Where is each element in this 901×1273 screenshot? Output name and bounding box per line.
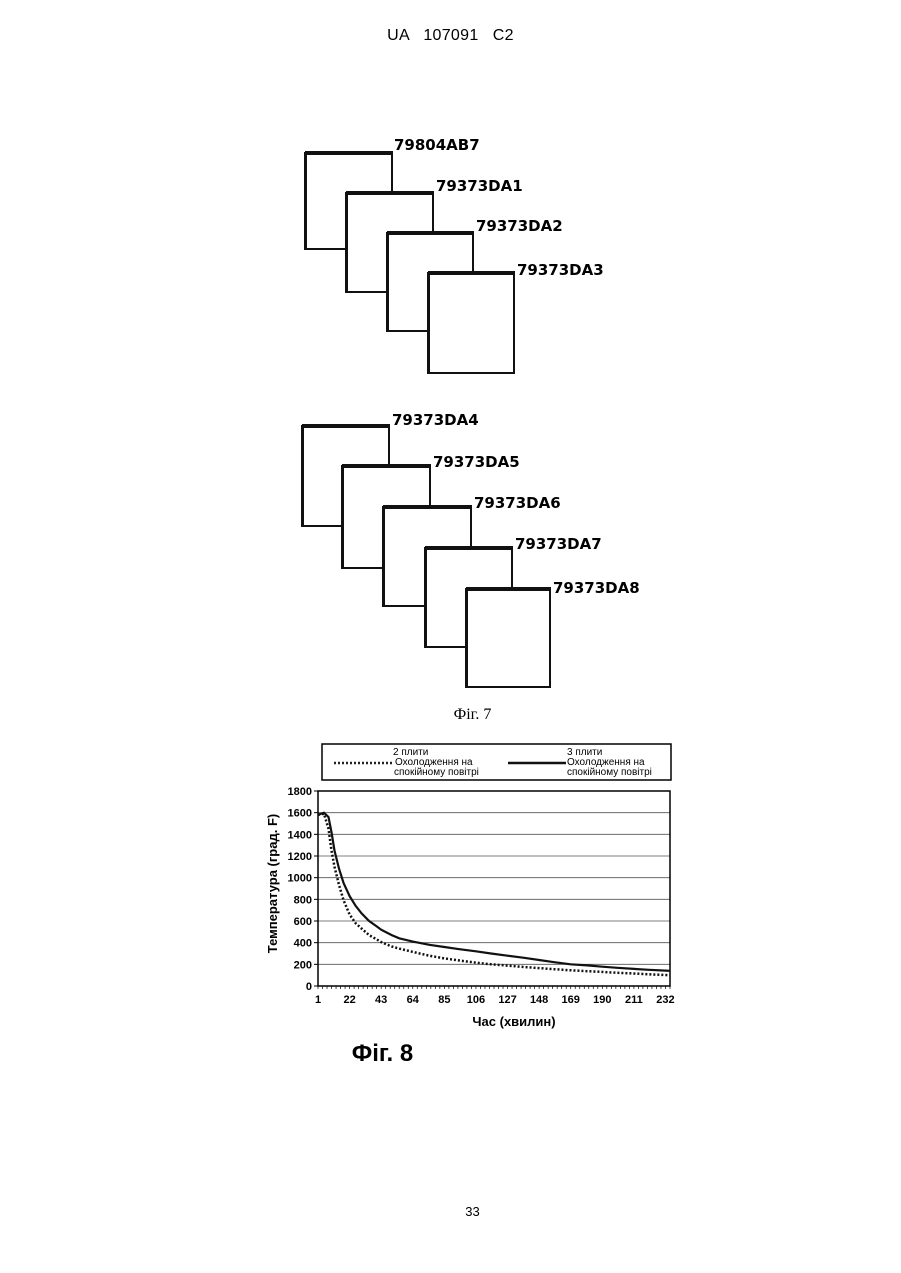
card-top-edge (466, 587, 551, 591)
sample-label: 79373DA4 (392, 411, 479, 429)
y-tick-label: 400 (294, 938, 312, 950)
x-axis-title: Час (хвилин) (472, 1014, 555, 1029)
legend-entry-text: спокійному повітрі (567, 767, 652, 778)
card-left-edge (386, 232, 389, 332)
legend-entry-text: спокійному повітрі (394, 767, 479, 778)
x-tick-label: 148 (530, 994, 548, 1006)
card-left-edge (341, 465, 344, 569)
card-left-edge (301, 425, 304, 527)
sample-label: 79373DA5 (433, 453, 520, 471)
x-tick-label: 1 (315, 994, 321, 1006)
card-top-edge (305, 151, 393, 155)
card-top-edge (302, 424, 390, 428)
x-tick-label: 232 (656, 994, 674, 1006)
plot-frame (318, 791, 670, 986)
card-top-edge (428, 271, 515, 275)
y-tick-label: 1400 (288, 829, 312, 841)
sample-card (428, 272, 515, 374)
y-tick-label: 200 (294, 959, 312, 971)
card-top-edge (425, 546, 513, 550)
x-tick-label: 169 (562, 994, 580, 1006)
x-tick-label: 106 (467, 994, 485, 1006)
sample-label: 79373DA8 (553, 579, 640, 597)
sample-label: 79804AB7 (394, 136, 480, 154)
y-tick-label: 1000 (288, 873, 312, 885)
card-top-edge (342, 464, 431, 468)
sample-card (466, 588, 551, 688)
y-tick-label: 1200 (288, 851, 312, 863)
x-tick-label: 127 (498, 994, 516, 1006)
series-line-3-plates (318, 813, 670, 971)
series-line-2-plates (318, 814, 670, 975)
card-left-edge (424, 547, 427, 648)
y-tick-label: 1800 (288, 786, 312, 798)
x-tick-label: 43 (375, 994, 387, 1006)
card-top-edge (383, 505, 472, 509)
card-left-edge (345, 192, 348, 293)
card-left-edge (382, 506, 385, 607)
figure-8-caption: Фіг. 8 (0, 1040, 765, 1068)
sample-label: 79373DA3 (517, 261, 604, 279)
card-top-edge (387, 231, 474, 235)
y-axis-title: Температура (град. F) (265, 814, 280, 953)
x-tick-label: 211 (625, 994, 643, 1006)
card-left-edge (304, 152, 307, 250)
page-number: 33 (0, 1204, 901, 1219)
x-tick-label: 85 (438, 994, 450, 1006)
x-tick-label: 190 (593, 994, 611, 1006)
sample-label: 79373DA1 (436, 177, 523, 195)
y-tick-label: 0 (306, 981, 312, 993)
sample-label: 79373DA2 (476, 217, 563, 235)
y-tick-label: 600 (294, 916, 312, 928)
x-tick-label: 22 (343, 994, 355, 1006)
card-left-edge (427, 272, 430, 374)
x-tick-label: 64 (407, 994, 420, 1006)
y-tick-label: 1600 (288, 808, 312, 820)
y-tick-label: 800 (294, 894, 312, 906)
sample-label: 79373DA7 (515, 535, 602, 553)
sample-label: 79373DA6 (474, 494, 561, 512)
card-left-edge (465, 588, 468, 688)
card-top-edge (346, 191, 434, 195)
